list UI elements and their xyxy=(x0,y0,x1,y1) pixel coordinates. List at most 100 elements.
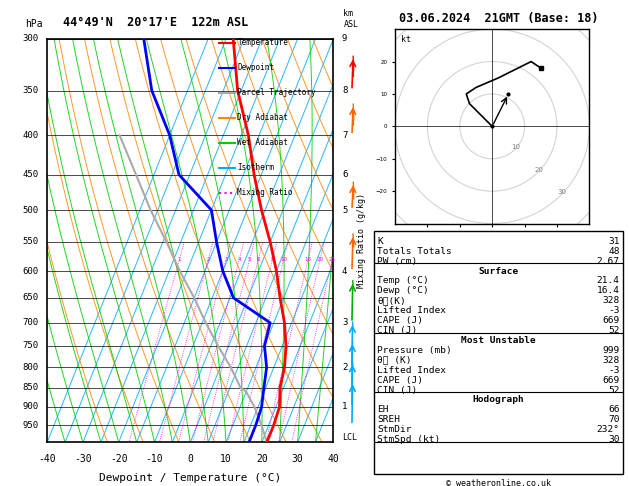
Text: Dewpoint / Temperature (°C): Dewpoint / Temperature (°C) xyxy=(99,472,281,483)
Text: 2: 2 xyxy=(342,363,347,372)
Text: 5: 5 xyxy=(248,257,252,262)
Text: 650: 650 xyxy=(23,294,38,302)
Text: -10: -10 xyxy=(146,454,164,464)
Text: 750: 750 xyxy=(23,341,38,350)
Text: 500: 500 xyxy=(23,206,38,214)
Text: StmSpd (kt): StmSpd (kt) xyxy=(377,435,441,444)
Text: 44°49'N  20°17'E  122m ASL: 44°49'N 20°17'E 122m ASL xyxy=(64,16,248,29)
Text: 3: 3 xyxy=(342,318,347,327)
Text: 550: 550 xyxy=(23,238,38,246)
Text: 600: 600 xyxy=(23,267,38,276)
Text: Lifted Index: Lifted Index xyxy=(377,306,447,315)
Text: 03.06.2024  21GMT (Base: 18): 03.06.2024 21GMT (Base: 18) xyxy=(399,12,599,25)
Text: Lifted Index: Lifted Index xyxy=(377,366,447,375)
Text: 16.4: 16.4 xyxy=(596,286,620,295)
Text: 400: 400 xyxy=(23,131,38,140)
Text: 450: 450 xyxy=(23,170,38,179)
Text: 328: 328 xyxy=(603,296,620,305)
Text: -30: -30 xyxy=(74,454,92,464)
Text: 8: 8 xyxy=(342,86,347,95)
Text: Pressure (mb): Pressure (mb) xyxy=(377,346,452,355)
Text: θᴄ (K): θᴄ (K) xyxy=(377,356,412,365)
Text: Totals Totals: Totals Totals xyxy=(377,247,452,256)
Text: 950: 950 xyxy=(23,420,38,430)
Text: CAPE (J): CAPE (J) xyxy=(377,376,423,384)
Text: 7: 7 xyxy=(342,131,347,140)
Text: 669: 669 xyxy=(603,316,620,325)
Text: 40: 40 xyxy=(328,454,339,464)
Text: 52: 52 xyxy=(608,326,620,335)
Text: 20: 20 xyxy=(534,167,543,173)
Text: CAPE (J): CAPE (J) xyxy=(377,316,423,325)
Text: Parcel Trajectory: Parcel Trajectory xyxy=(238,88,316,97)
Text: 900: 900 xyxy=(23,402,38,412)
Text: 4: 4 xyxy=(237,257,241,262)
Text: SREH: SREH xyxy=(377,416,401,424)
Text: hPa: hPa xyxy=(26,19,43,29)
Text: CIN (J): CIN (J) xyxy=(377,385,418,395)
Text: K: K xyxy=(377,237,383,246)
Text: 800: 800 xyxy=(23,363,38,372)
Text: Hodograph: Hodograph xyxy=(472,396,525,404)
Text: 669: 669 xyxy=(603,376,620,384)
Text: 350: 350 xyxy=(23,86,38,95)
Text: Mixing Ratio (g/kg): Mixing Ratio (g/kg) xyxy=(357,193,367,288)
Text: 2: 2 xyxy=(206,257,210,262)
Text: 328: 328 xyxy=(603,356,620,365)
Text: 6: 6 xyxy=(342,170,347,179)
Text: 999: 999 xyxy=(603,346,620,355)
Text: Temperature: Temperature xyxy=(238,38,288,48)
Text: 48: 48 xyxy=(608,247,620,256)
Text: -3: -3 xyxy=(608,366,620,375)
Text: 10: 10 xyxy=(280,257,287,262)
Text: Dewp (°C): Dewp (°C) xyxy=(377,286,429,295)
Text: StmDir: StmDir xyxy=(377,425,412,434)
Text: 2.67: 2.67 xyxy=(596,257,620,266)
Text: © weatheronline.co.uk: © weatheronline.co.uk xyxy=(446,479,551,486)
Text: 20: 20 xyxy=(316,257,323,262)
Text: 300: 300 xyxy=(23,35,38,43)
Text: Wet Adiabat: Wet Adiabat xyxy=(238,139,288,147)
Text: Most Unstable: Most Unstable xyxy=(461,336,536,345)
Text: 70: 70 xyxy=(608,416,620,424)
Text: 9: 9 xyxy=(342,35,347,43)
Text: 30: 30 xyxy=(557,190,566,195)
Text: 1: 1 xyxy=(342,402,347,412)
Text: -40: -40 xyxy=(38,454,56,464)
Text: km
ASL: km ASL xyxy=(343,9,359,29)
Text: Dewpoint: Dewpoint xyxy=(238,64,274,72)
Text: 25: 25 xyxy=(329,257,336,262)
Text: 21.4: 21.4 xyxy=(596,277,620,285)
Text: 850: 850 xyxy=(23,383,38,392)
Text: kt: kt xyxy=(401,35,411,44)
Text: 31: 31 xyxy=(608,237,620,246)
Text: 232°: 232° xyxy=(596,425,620,434)
Text: Temp (°C): Temp (°C) xyxy=(377,277,429,285)
Text: 5: 5 xyxy=(342,206,347,214)
Text: 66: 66 xyxy=(608,405,620,415)
Text: 10: 10 xyxy=(220,454,232,464)
Text: -3: -3 xyxy=(608,306,620,315)
Text: -20: -20 xyxy=(110,454,128,464)
Text: 8: 8 xyxy=(270,257,274,262)
Text: LCL: LCL xyxy=(342,433,357,442)
Text: 20: 20 xyxy=(256,454,268,464)
Text: 52: 52 xyxy=(608,385,620,395)
Text: 30: 30 xyxy=(292,454,303,464)
Text: 1: 1 xyxy=(177,257,181,262)
Text: 0: 0 xyxy=(187,454,193,464)
Text: 16: 16 xyxy=(304,257,311,262)
Text: CIN (J): CIN (J) xyxy=(377,326,418,335)
Text: θᴄ(K): θᴄ(K) xyxy=(377,296,406,305)
Text: 6: 6 xyxy=(257,257,260,262)
Text: EH: EH xyxy=(377,405,389,415)
Text: Mixing Ratio: Mixing Ratio xyxy=(238,189,293,197)
Text: 30: 30 xyxy=(608,435,620,444)
Text: 10: 10 xyxy=(511,144,521,150)
Text: Surface: Surface xyxy=(479,266,518,276)
Text: PW (cm): PW (cm) xyxy=(377,257,418,266)
Text: Dry Adiabat: Dry Adiabat xyxy=(238,113,288,122)
Text: Isotherm: Isotherm xyxy=(238,163,274,173)
Text: 700: 700 xyxy=(23,318,38,327)
Text: 3: 3 xyxy=(225,257,228,262)
